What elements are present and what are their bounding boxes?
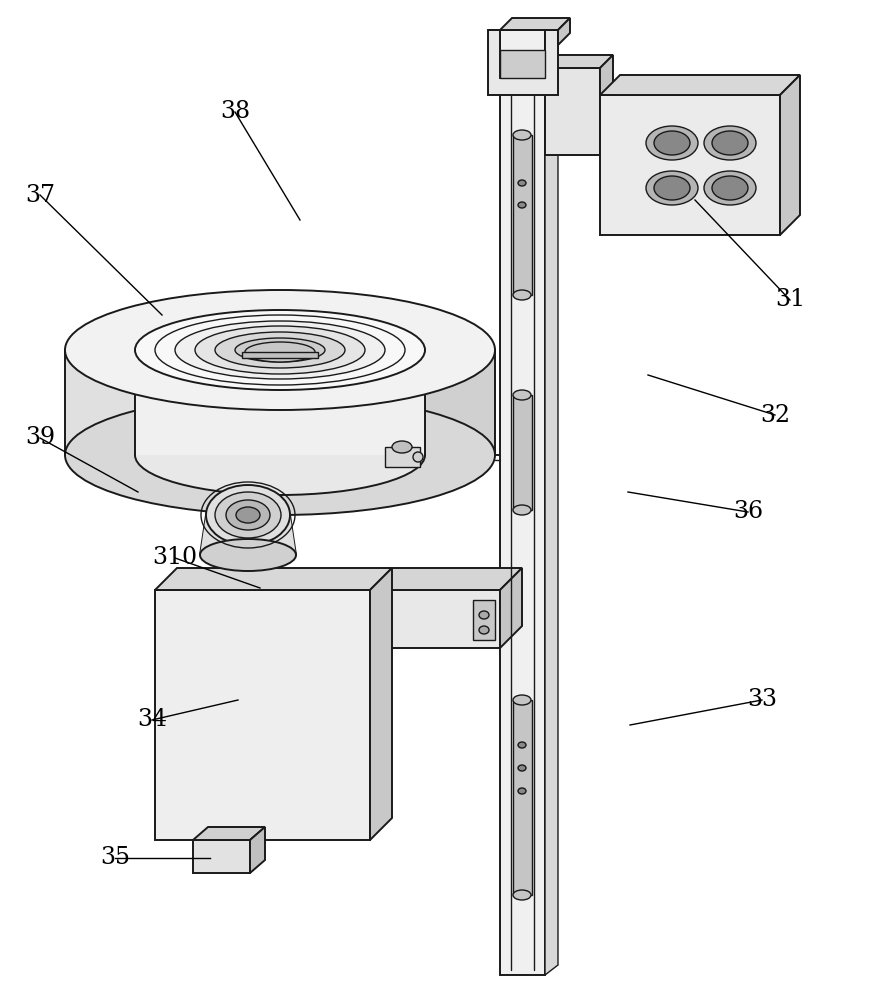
Ellipse shape (175, 321, 385, 379)
Polygon shape (370, 590, 500, 648)
Ellipse shape (392, 441, 412, 453)
Ellipse shape (479, 611, 489, 619)
Ellipse shape (712, 176, 748, 200)
Ellipse shape (704, 126, 756, 160)
Text: 32: 32 (760, 403, 790, 426)
Polygon shape (545, 55, 613, 68)
Text: 36: 36 (733, 500, 763, 524)
Ellipse shape (513, 695, 531, 705)
Polygon shape (500, 568, 522, 648)
Ellipse shape (513, 130, 531, 140)
Ellipse shape (518, 742, 526, 748)
Ellipse shape (206, 485, 290, 545)
Text: 37: 37 (25, 184, 55, 207)
Ellipse shape (200, 539, 296, 571)
Text: 31: 31 (775, 288, 805, 312)
Polygon shape (600, 75, 800, 95)
Polygon shape (193, 827, 265, 840)
Polygon shape (545, 68, 600, 155)
Text: 39: 39 (25, 426, 55, 450)
Polygon shape (65, 350, 135, 455)
Polygon shape (370, 568, 522, 590)
Ellipse shape (226, 500, 270, 530)
Polygon shape (473, 600, 495, 640)
Polygon shape (200, 515, 296, 555)
Ellipse shape (513, 505, 531, 515)
Polygon shape (155, 590, 370, 840)
Polygon shape (513, 395, 532, 510)
Polygon shape (242, 352, 318, 358)
Polygon shape (250, 827, 265, 873)
Ellipse shape (518, 765, 526, 771)
Polygon shape (135, 350, 425, 455)
Polygon shape (488, 30, 558, 95)
Polygon shape (558, 18, 570, 45)
Text: 310: 310 (152, 546, 198, 570)
Ellipse shape (646, 126, 698, 160)
Ellipse shape (65, 395, 495, 515)
Polygon shape (500, 50, 545, 78)
Text: 35: 35 (100, 846, 130, 869)
Ellipse shape (654, 176, 690, 200)
Ellipse shape (135, 415, 425, 495)
Ellipse shape (646, 171, 698, 205)
Ellipse shape (518, 788, 526, 794)
Polygon shape (500, 30, 545, 975)
Ellipse shape (513, 290, 531, 300)
Polygon shape (600, 95, 780, 235)
Ellipse shape (712, 131, 748, 155)
Polygon shape (155, 568, 392, 590)
Ellipse shape (235, 338, 325, 362)
Ellipse shape (135, 310, 425, 390)
Polygon shape (370, 568, 392, 840)
Polygon shape (545, 30, 558, 975)
Polygon shape (193, 840, 250, 873)
Polygon shape (600, 55, 613, 155)
Ellipse shape (518, 202, 526, 208)
Text: 34: 34 (137, 708, 167, 732)
Polygon shape (425, 350, 495, 455)
Ellipse shape (654, 131, 690, 155)
Polygon shape (513, 135, 532, 295)
Ellipse shape (65, 290, 495, 410)
Ellipse shape (479, 626, 489, 634)
Ellipse shape (245, 342, 315, 362)
Text: 38: 38 (220, 101, 250, 123)
Ellipse shape (215, 492, 281, 538)
Polygon shape (780, 75, 800, 235)
Ellipse shape (195, 326, 365, 374)
Ellipse shape (513, 390, 531, 400)
Polygon shape (513, 700, 532, 895)
Polygon shape (385, 447, 420, 467)
Ellipse shape (518, 180, 526, 186)
Polygon shape (488, 18, 570, 30)
Text: 33: 33 (747, 688, 777, 712)
Ellipse shape (704, 171, 756, 205)
Ellipse shape (413, 452, 423, 462)
Ellipse shape (215, 332, 345, 368)
Ellipse shape (236, 507, 260, 523)
Ellipse shape (513, 890, 531, 900)
